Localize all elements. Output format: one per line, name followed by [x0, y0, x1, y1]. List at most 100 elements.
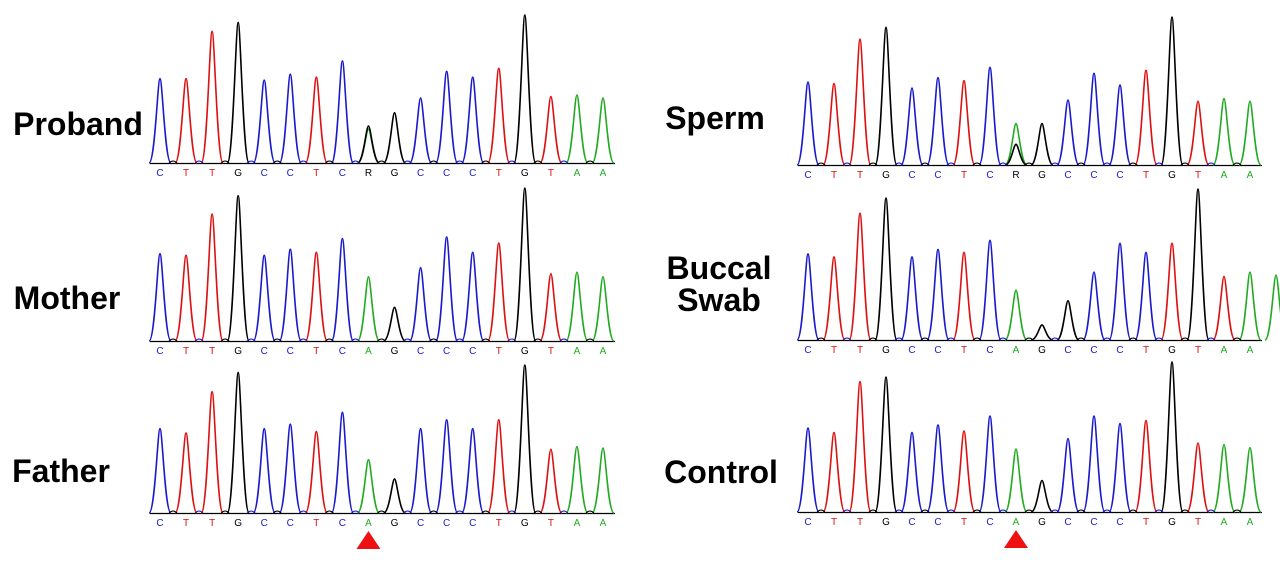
base-call: G: [1038, 345, 1046, 356]
base-call: C: [469, 168, 476, 179]
baseline-noise: [1050, 162, 1060, 166]
baseline-noise: [351, 338, 360, 342]
baseline-noise: [325, 338, 334, 342]
base-call: R: [1012, 170, 1019, 181]
baseline-noise: [920, 337, 930, 341]
baseline-noise: [1180, 509, 1190, 513]
baseline-noise: [1128, 162, 1138, 166]
peak-a: [1212, 443, 1236, 513]
baseline-noise: [272, 338, 282, 342]
base-call: C: [339, 518, 346, 529]
base-call: T: [313, 346, 319, 357]
baseline-noise: [455, 510, 465, 514]
peak-a: [591, 447, 615, 514]
peak-t: [1212, 275, 1236, 341]
base-call: G: [521, 518, 529, 529]
baseline-noise: [1128, 337, 1138, 341]
base-call: A: [1013, 345, 1020, 356]
peak-c: [408, 266, 433, 342]
baseline-noise: [507, 338, 517, 342]
baseline-noise: [1232, 162, 1242, 166]
base-call: C: [1064, 517, 1071, 528]
label-proband: Proband: [13, 106, 143, 142]
baseline-noise: [894, 337, 904, 341]
peak-c: [1108, 422, 1132, 513]
peak-c: [796, 427, 820, 513]
base-call: T: [313, 518, 319, 529]
base-call: T: [209, 346, 215, 357]
peak-c: [978, 66, 1002, 166]
base-call: C: [261, 346, 268, 357]
base-call: C: [1064, 345, 1071, 356]
peak-t: [1134, 69, 1158, 166]
baseline-noise: [920, 162, 930, 166]
base-call: G: [1038, 517, 1046, 528]
base-call: C: [156, 346, 163, 357]
peak-g: [874, 376, 898, 513]
baseline-noise: [403, 338, 412, 342]
peak-c: [926, 76, 950, 166]
peak-t: [304, 251, 329, 342]
base-call: C: [986, 170, 993, 181]
base-call: T: [496, 346, 502, 357]
base-call: G: [882, 345, 890, 356]
baseline-noise: [920, 509, 930, 513]
base-call: A: [365, 518, 372, 529]
peak-a: [1212, 97, 1236, 166]
base-call: C: [287, 518, 294, 529]
base-call: C: [287, 168, 294, 179]
peak-g: [1186, 188, 1210, 341]
baseline-noise: [220, 338, 230, 342]
base-call: C: [804, 170, 811, 181]
peak-t: [848, 212, 872, 341]
base-call: A: [1221, 170, 1228, 181]
baseline-noise: [533, 338, 543, 342]
peak-a: [565, 271, 589, 342]
peak-t: [1134, 419, 1158, 513]
peak-a: [356, 275, 381, 342]
base-call: T: [209, 168, 215, 179]
peak-c: [434, 236, 459, 342]
baseline-noise: [429, 338, 438, 342]
base-call: C: [339, 168, 346, 179]
baseline-noise: [377, 160, 386, 164]
peak-g: [1030, 479, 1054, 513]
base-call: G: [1168, 517, 1176, 528]
peak-c: [926, 248, 950, 341]
baseline-noise: [868, 509, 878, 513]
peak-c: [148, 427, 172, 514]
peak-c: [278, 248, 303, 342]
baseline-noise: [1076, 337, 1086, 341]
baseline-noise: [946, 509, 956, 513]
base-call: T: [831, 517, 837, 528]
baseline-noise: [1024, 337, 1034, 341]
base-call: T: [961, 345, 967, 356]
peak-t: [304, 430, 329, 514]
base-call: C: [1090, 345, 1097, 356]
baseline-noise: [246, 160, 256, 164]
base-call: G: [234, 168, 242, 179]
peak-a: [1264, 274, 1280, 341]
base-call: T: [209, 518, 215, 529]
peak-c: [1056, 437, 1080, 513]
base-call: G: [1168, 170, 1176, 181]
base-call: T: [1195, 517, 1201, 528]
peak-c: [408, 97, 433, 164]
baseline-noise: [972, 337, 982, 341]
base-call: G: [521, 168, 529, 179]
peak-c: [252, 427, 276, 514]
baseline-noise: [1076, 162, 1086, 166]
baseline-noise: [559, 510, 569, 514]
peak-t: [822, 431, 846, 513]
base-call: T: [857, 170, 863, 181]
peak-t: [539, 448, 563, 514]
baseline-noise: [816, 337, 826, 341]
peak-t: [822, 256, 846, 341]
peak-g: [513, 187, 537, 342]
baseline-noise: [816, 509, 826, 513]
label-sperm: Sperm: [665, 100, 765, 136]
peak-c: [252, 79, 276, 164]
